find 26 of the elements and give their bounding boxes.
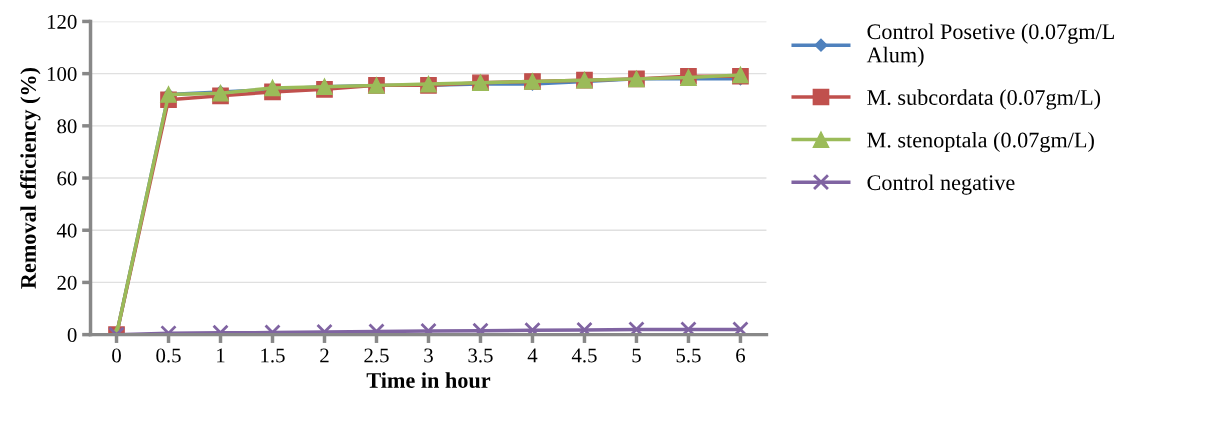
x-tick-label: 5.5	[676, 348, 701, 363]
legend-label: M. subcordata (0.07gm/L)	[867, 89, 1101, 110]
x-tick-label: 4.5	[571, 348, 597, 363]
y-axis-title: Removal efficiency (%)	[20, 67, 41, 289]
y-tick-label: 100	[47, 67, 77, 82]
x-tick-label: 6	[736, 348, 746, 363]
x-tick-label: 5	[632, 348, 641, 363]
x-tick-label: 0	[112, 348, 121, 363]
x-tick-label: 1	[217, 348, 225, 363]
y-tick-label: 20	[57, 275, 77, 290]
y-tick-label: 80	[57, 119, 77, 134]
y-tick-label: 40	[56, 223, 77, 238]
legend-label: Control Posetive (0.07gm/L Alum)	[866, 23, 1114, 67]
x-axis-title: Time in hour	[366, 372, 491, 388]
x-tick-label: 2	[320, 348, 329, 363]
legend-label: Control negative	[867, 174, 1015, 195]
x-tick-label: 1.5	[261, 348, 285, 363]
y-tick-label: 120	[47, 14, 77, 29]
legend-label: M. stenoptala (0.07gm/L)	[867, 131, 1094, 153]
x-tick-label: 4	[527, 348, 538, 363]
x-tick-label: 3	[424, 348, 433, 363]
x-tick-label: 2.5	[364, 348, 389, 363]
x-tick-label: 0.5	[156, 348, 181, 363]
x-tick-label: 3.5	[468, 348, 493, 363]
y-tick-label: 60	[57, 171, 77, 186]
y-tick-label: 0	[67, 327, 77, 343]
